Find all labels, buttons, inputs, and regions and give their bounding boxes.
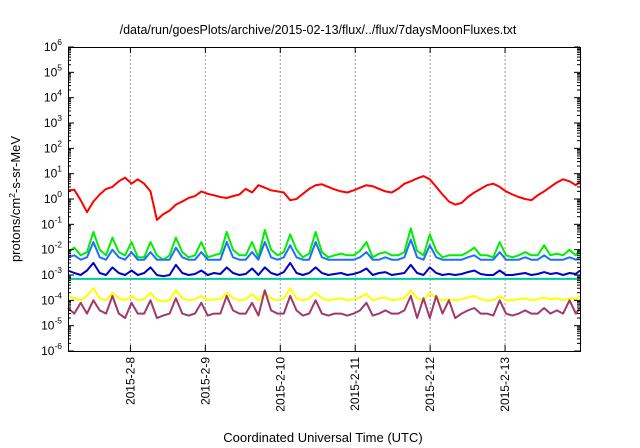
y-tick-exponent: 5 [57, 62, 62, 72]
x-tick-label: 2015-2-8 [123, 357, 137, 405]
series-line [67, 227, 581, 261]
series-line [67, 175, 581, 221]
y-axis-label-unit: -s-sr-MeV [8, 136, 23, 193]
plot-frame [68, 47, 581, 352]
y-tick-label: 10-2 [41, 240, 62, 257]
y-tick-exponent: -3 [54, 265, 62, 275]
y-tick-base: 10 [41, 217, 55, 231]
y-tick-label: 102 [44, 138, 62, 155]
y-tick-base: 10 [44, 40, 58, 54]
y-tick-base: 10 [41, 268, 55, 282]
y-tick-base: 10 [41, 243, 55, 257]
y-tick-exponent: -4 [54, 290, 62, 300]
y-tick-exponent: 1 [57, 164, 62, 174]
y-tick-label: 105 [44, 62, 62, 79]
x-axis: 2015-2-8 2015-2-9 2015-2-10 2015-2-11 2015-2… [123, 47, 512, 412]
y-axis-label-superscript: 2 [7, 193, 17, 198]
series-line [67, 238, 581, 261]
y-axis-label-main: protons/cm [8, 198, 23, 262]
x-tick-label: 2015-2-12 [423, 357, 437, 412]
y-tick-label: 10-6 [41, 341, 62, 358]
y-tick-exponent: 2 [57, 138, 62, 148]
y-tick-exponent: 6 [57, 37, 62, 47]
y-tick-label: 10-3 [41, 265, 62, 282]
chart-title: /data/run/goesPlots/archive/2015-02-13/f… [120, 23, 517, 37]
y-tick-label: 106 [44, 37, 62, 54]
series-line [67, 261, 581, 278]
x-tick-label: 2015-2-13 [498, 357, 512, 412]
y-tick-base: 10 [44, 167, 58, 181]
y-tick-label: 101 [44, 164, 62, 181]
x-axis-label: Coordinated Universal Time (UTC) [223, 430, 422, 445]
y-tick-label: 10-4 [41, 290, 62, 307]
series-line [67, 289, 581, 319]
y-tick-base: 10 [41, 293, 55, 307]
y-tick-exponent: -6 [54, 341, 62, 351]
y-tick-label: 104 [44, 88, 62, 105]
y-tick-base: 10 [44, 91, 58, 105]
y-axis: 10610510410310210110010-110-210-310-410-… [41, 37, 580, 358]
y-tick-label: 103 [44, 113, 62, 130]
y-tick-exponent: -5 [54, 316, 62, 326]
y-tick-base: 10 [44, 141, 58, 155]
y-tick-label: 100 [44, 189, 62, 206]
y-tick-base: 10 [41, 344, 55, 358]
y-tick-label: 10-5 [41, 316, 62, 333]
y-tick-exponent: -2 [54, 240, 62, 250]
y-tick-base: 10 [44, 192, 58, 206]
series-group [67, 175, 581, 319]
y-tick-label: 10-1 [41, 214, 62, 231]
x-tick-label: 2015-2-9 [198, 357, 212, 405]
y-axis-label: protons/cm2-s-sr-MeV [7, 136, 23, 262]
y-tick-base: 10 [41, 319, 55, 333]
series-line [67, 287, 581, 303]
y-tick-exponent: -1 [54, 214, 62, 224]
x-tick-label: 2015-2-11 [348, 357, 362, 411]
y-tick-exponent: 0 [57, 189, 62, 199]
y-tick-exponent: 4 [57, 88, 62, 98]
y-tick-base: 10 [44, 65, 58, 79]
y-tick-exponent: 3 [57, 113, 62, 123]
x-tick-label: 2015-2-10 [273, 357, 287, 412]
y-tick-base: 10 [44, 116, 58, 130]
